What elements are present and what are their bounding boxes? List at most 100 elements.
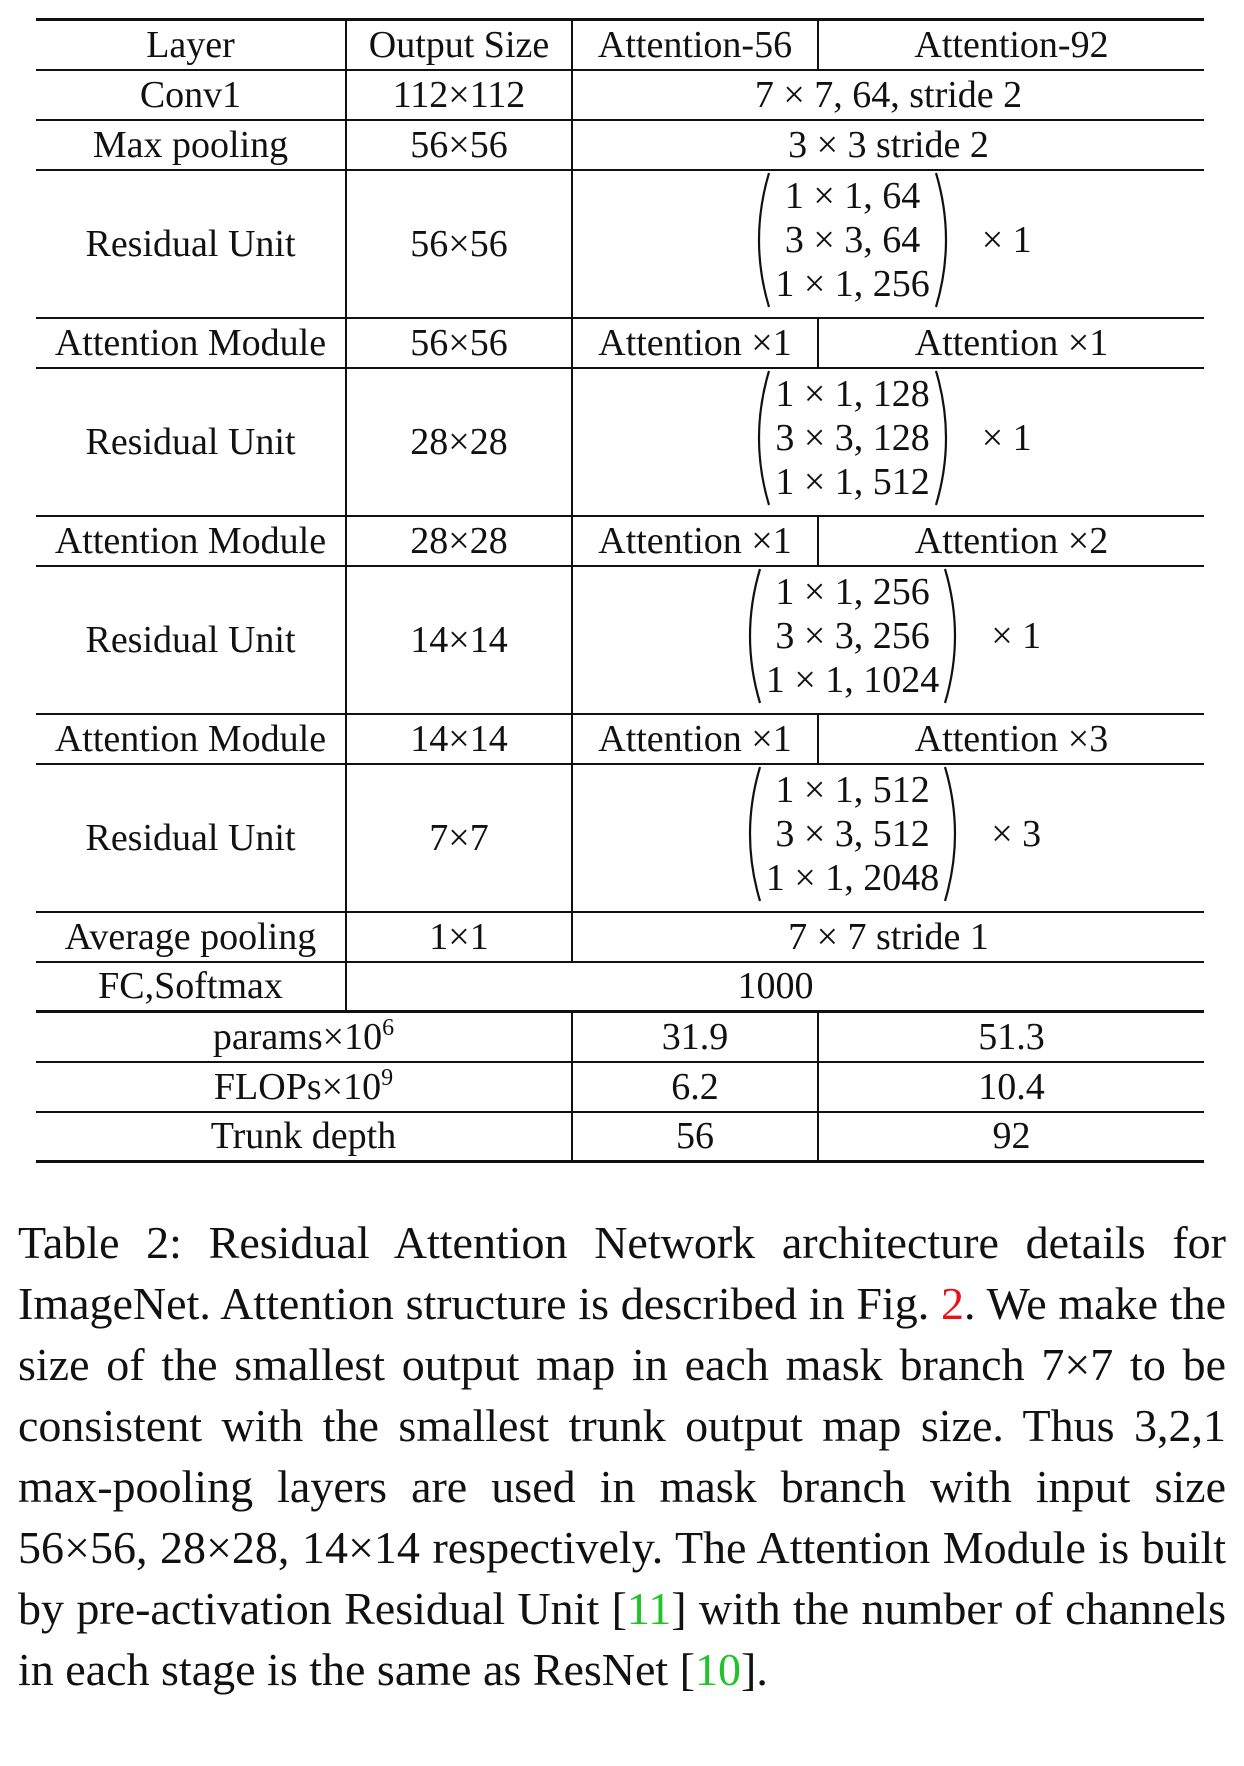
table-row: Attention Module 28×28 Attention ×1 Atte…	[36, 514, 1204, 567]
caption-text: Table 2: Residual Attention Network arch…	[18, 1217, 1226, 1329]
attention-56-cell: 31.9	[571, 1010, 819, 1063]
output-size-cell: 1×1	[345, 910, 573, 963]
block-line: 1 × 1, 256	[775, 263, 930, 305]
stat-exponent: 6	[382, 1014, 395, 1041]
layer-cell: FC,Softmax	[36, 960, 347, 1013]
stat-label-cell: FLOPs×109	[36, 1060, 573, 1113]
block-line: 1 × 1, 512	[775, 461, 930, 503]
citation-link[interactable]: 11	[626, 1583, 672, 1634]
residual-block: 1 × 1, 64 3 × 3, 64 1 × 1, 256 × 1	[745, 171, 1032, 309]
layer-cell: Conv1	[36, 68, 347, 121]
repeat-factor: × 3	[991, 813, 1042, 855]
residual-block: 1 × 1, 256 3 × 3, 256 1 × 1, 1024 × 1	[736, 567, 1041, 705]
output-size-cell: 56×56	[345, 316, 573, 369]
attention-92-cell: 10.4	[817, 1060, 1204, 1113]
table-row: Residual Unit 28×28 1 × 1, 128 3 × 3, 12…	[36, 366, 1204, 517]
right-paren-icon	[934, 172, 947, 308]
stat-label: params×10	[212, 1015, 383, 1058]
table-row: Residual Unit 14×14 1 × 1, 256 3 × 3, 25…	[36, 564, 1204, 715]
output-size-cell: 56×56	[345, 168, 573, 319]
stats-row: FLOPs×109 6.2 10.4	[36, 1060, 1204, 1113]
block-line: 3 × 3, 64	[784, 219, 921, 261]
residual-block-cell: 1 × 1, 256 3 × 3, 256 1 × 1, 1024 × 1	[571, 564, 1204, 715]
block-lines: 1 × 1, 256 3 × 3, 256 1 × 1, 1024	[764, 570, 941, 702]
output-size-cell: 14×14	[345, 564, 573, 715]
layer-cell: Residual Unit	[36, 762, 347, 913]
attention-92-cell: Attention ×2	[817, 514, 1204, 567]
residual-block-cell: 1 × 1, 128 3 × 3, 128 1 × 1, 512 × 1	[571, 366, 1204, 517]
spec-cell: 7 × 7, 64, stride 2	[571, 68, 1204, 121]
stat-label-cell: Trunk depth	[36, 1110, 573, 1163]
table-row: Attention Module 56×56 Attention ×1 Atte…	[36, 316, 1204, 369]
attention-56-cell: Attention ×1	[571, 514, 819, 567]
right-paren-icon	[944, 766, 957, 902]
block-line: 1 × 1, 2048	[765, 857, 940, 899]
stats-row: Trunk depth 56 92	[36, 1110, 1204, 1163]
header-output-size: Output Size	[345, 18, 573, 71]
repeat-factor: × 1	[981, 417, 1032, 459]
attention-56-cell: Attention ×1	[571, 316, 819, 369]
attention-92-cell: 92	[817, 1110, 1204, 1163]
caption-text: ] with the number of channels in each st…	[18, 1583, 1227, 1695]
block-line: 3 × 3, 512	[775, 813, 930, 855]
output-size-cell: 14×14	[345, 712, 573, 765]
table-row: Attention Module 14×14 Attention ×1 Atte…	[36, 712, 1204, 765]
header-row: Layer Output Size Attention-56 Attention…	[36, 18, 1204, 71]
repeat-factor: × 1	[981, 219, 1032, 261]
table-row: Max pooling 56×56 3 × 3 stride 2	[36, 118, 1204, 171]
layer-cell: Max pooling	[36, 118, 347, 171]
layer-cell: Attention Module	[36, 316, 347, 369]
attention-92-cell: Attention ×1	[817, 316, 1204, 369]
layer-cell: Residual Unit	[36, 168, 347, 319]
spec-cell: 1000	[345, 960, 1204, 1013]
block-lines: 1 × 1, 64 3 × 3, 64 1 × 1, 256	[773, 174, 931, 306]
attention-56-cell: Attention ×1	[571, 712, 819, 765]
output-size-cell: 56×56	[345, 118, 573, 171]
residual-block-cell: 1 × 1, 512 3 × 3, 512 1 × 1, 2048 × 3	[571, 762, 1204, 913]
table-caption: Table 2: Residual Attention Network arch…	[18, 1212, 1226, 1700]
stats-row: params×106 31.9 51.3	[36, 1010, 1204, 1063]
block-line: 1 × 1, 512	[775, 769, 930, 811]
layer-cell: Residual Unit	[36, 366, 347, 517]
table-row: Residual Unit 56×56 1 × 1, 64 3 × 3, 64 …	[36, 168, 1204, 319]
architecture-table: Layer Output Size Attention-56 Attention…	[36, 18, 1204, 1163]
block-lines: 1 × 1, 512 3 × 3, 512 1 × 1, 2048	[764, 768, 941, 900]
table-row: Residual Unit 7×7 1 × 1, 512 3 × 3, 512 …	[36, 762, 1204, 913]
spec-cell: 3 × 3 stride 2	[571, 118, 1204, 171]
stat-label: FLOPs×10	[213, 1065, 382, 1108]
layer-cell: Residual Unit	[36, 564, 347, 715]
block-line: 1 × 1, 128	[775, 373, 930, 415]
figure-reference-link[interactable]: 2	[941, 1278, 965, 1329]
header-attention-92: Attention-92	[817, 18, 1204, 71]
block-line: 1 × 1, 1024	[765, 659, 940, 701]
attention-56-cell: 6.2	[571, 1060, 819, 1113]
table-row: FC,Softmax 1000	[36, 960, 1204, 1013]
block-lines: 1 × 1, 128 3 × 3, 128 1 × 1, 512	[773, 372, 931, 504]
left-paren-icon	[748, 766, 761, 902]
residual-block: 1 × 1, 512 3 × 3, 512 1 × 1, 2048 × 3	[736, 765, 1041, 903]
attention-56-cell: 56	[571, 1110, 819, 1163]
residual-block-cell: 1 × 1, 64 3 × 3, 64 1 × 1, 256 × 1	[571, 168, 1204, 319]
table-row: Conv1 112×112 7 × 7, 64, stride 2	[36, 68, 1204, 121]
table-row: Average pooling 1×1 7 × 7 stride 1	[36, 910, 1204, 963]
stat-exponent: 9	[381, 1064, 394, 1091]
caption-text: ].	[741, 1644, 768, 1695]
block-line: 1 × 1, 64	[784, 175, 921, 217]
output-size-cell: 28×28	[345, 366, 573, 517]
stat-label: Trunk depth	[210, 1115, 397, 1158]
right-paren-icon	[944, 568, 957, 704]
citation-link[interactable]: 10	[695, 1644, 741, 1695]
block-line: 1 × 1, 256	[775, 571, 930, 613]
output-size-cell: 7×7	[345, 762, 573, 913]
attention-92-cell: Attention ×3	[817, 712, 1204, 765]
residual-block: 1 × 1, 128 3 × 3, 128 1 × 1, 512 × 1	[745, 369, 1032, 507]
left-paren-icon	[758, 172, 771, 308]
right-paren-icon	[934, 370, 947, 506]
stat-label-cell: params×106	[36, 1010, 573, 1063]
layer-cell: Attention Module	[36, 514, 347, 567]
attention-92-cell: 51.3	[817, 1010, 1204, 1063]
block-line: 3 × 3, 128	[775, 417, 930, 459]
header-attention-56: Attention-56	[571, 18, 819, 71]
spec-cell: 7 × 7 stride 1	[571, 910, 1204, 963]
left-paren-icon	[758, 370, 771, 506]
